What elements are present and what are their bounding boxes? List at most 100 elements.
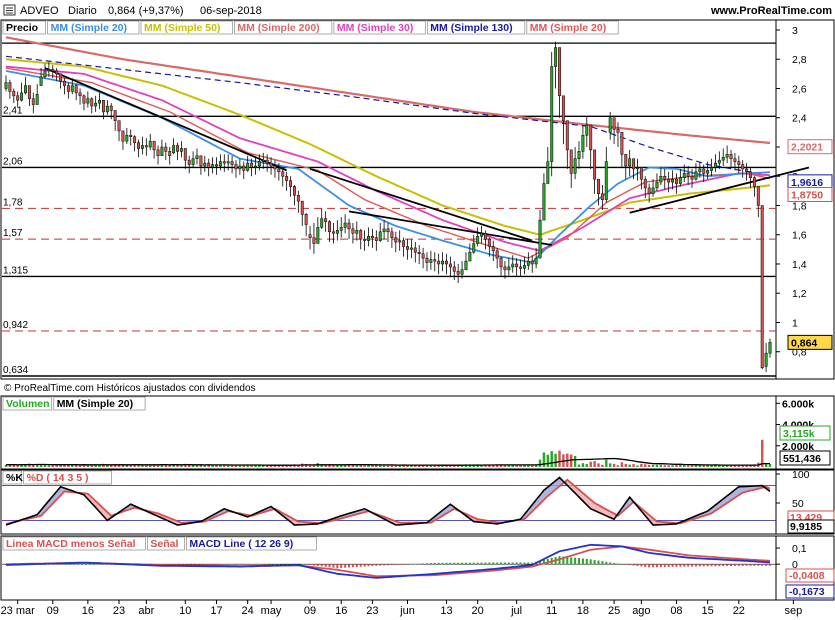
volume-bar (733, 465, 737, 467)
chart-header: ADVEO Diario 0,864 (+9,37%) 06-sep-2018 … (3, 4, 832, 17)
x-tick-label: 17 (210, 605, 222, 617)
macd-hist-bar (511, 562, 514, 565)
candle (94, 95, 98, 112)
candle (764, 342, 768, 373)
volume-bar (690, 465, 694, 467)
candle (639, 167, 643, 190)
candle (121, 130, 125, 150)
candle (316, 217, 320, 244)
volume-bar (694, 464, 698, 467)
macd-hist-bar (769, 564, 771, 566)
volume-bar (519, 465, 522, 467)
candle (526, 252, 530, 270)
candle (741, 160, 745, 178)
candle-body (507, 266, 511, 271)
stoch-fill (41, 505, 45, 516)
candle-body (745, 168, 749, 173)
candle-body (179, 148, 183, 152)
legend-item: %D ( 14 3 5 ) (27, 472, 89, 484)
candle-body (534, 257, 538, 265)
volume-bar (737, 465, 741, 467)
legend-item: MACD Line ( 12 26 9) (189, 538, 293, 550)
volume-bar (273, 465, 277, 467)
candle (491, 240, 495, 262)
legend-item: Precio (6, 22, 38, 34)
candle (328, 220, 331, 243)
legend-item: Volumen (6, 398, 50, 410)
candle-body (367, 235, 370, 241)
stoch-fill (91, 497, 96, 508)
candle-body (254, 165, 257, 168)
candle (600, 185, 604, 210)
volume-bar (312, 464, 316, 467)
macd-hist-bar (698, 564, 701, 567)
volume-bar (640, 463, 643, 467)
candle (456, 263, 460, 283)
volume-bar (184, 463, 187, 467)
volume-bar (176, 464, 179, 467)
panel-frame (0, 19, 835, 380)
volume-bar (24, 464, 27, 467)
candle (398, 230, 402, 251)
candle (710, 158, 713, 177)
candle-body (503, 266, 507, 271)
volume-bar (573, 455, 577, 467)
candle-body (374, 237, 378, 241)
candle (172, 138, 176, 155)
macd-hist-bar (406, 564, 409, 565)
candle (702, 164, 706, 183)
candle-body (597, 178, 600, 195)
macd-hist-bar (227, 564, 230, 565)
candle-body (257, 161, 261, 167)
volume-bar (488, 464, 491, 467)
candle (682, 164, 686, 183)
y-tick-label: 100 (792, 469, 810, 481)
volume-bar (285, 465, 288, 467)
volume-bar (129, 465, 132, 467)
volume-bar (507, 465, 511, 467)
legend-item: MM (Simple 130) (430, 22, 512, 34)
candle (721, 148, 725, 167)
volume-bar (570, 454, 573, 467)
candle (483, 230, 487, 250)
candle (296, 190, 300, 213)
y-tick-label: 0 (792, 559, 798, 571)
macd-hist-bar (383, 564, 386, 566)
sma30-line (5, 65, 771, 252)
candle (176, 142, 179, 161)
candle-body (109, 105, 113, 111)
macd-hist-bar (527, 562, 530, 565)
volume-bar (363, 465, 366, 467)
x-tick-label: 25 (608, 605, 620, 617)
candle-body (195, 155, 199, 159)
volume-bar (156, 464, 160, 467)
candle (129, 129, 133, 146)
macd-hist-bar (359, 564, 362, 567)
x-tick-label: 11 (546, 605, 557, 617)
value-tag-box (779, 450, 831, 466)
candle (749, 167, 752, 188)
legend-box (146, 536, 185, 551)
sma50-line (5, 58, 771, 236)
candle-body (480, 233, 484, 237)
panel-frame (0, 395, 835, 470)
candle (66, 82, 70, 99)
macd-hist-bar (258, 564, 261, 565)
legend-box (426, 20, 526, 35)
candle (74, 84, 78, 101)
candle-body (86, 98, 90, 104)
candle-body (261, 159, 265, 162)
macd-hist-bar (106, 564, 109, 565)
macd-hist-bar (234, 564, 237, 565)
volume-bar (515, 465, 518, 467)
legend-box (53, 396, 146, 411)
candle (725, 145, 729, 164)
macd-hist-bar (694, 564, 697, 567)
candle (133, 135, 137, 152)
candle (542, 173, 546, 221)
candle (355, 221, 359, 241)
macd-hist-bar (211, 564, 214, 565)
candle-body (246, 162, 250, 171)
candle (160, 139, 164, 157)
candle (433, 252, 437, 272)
